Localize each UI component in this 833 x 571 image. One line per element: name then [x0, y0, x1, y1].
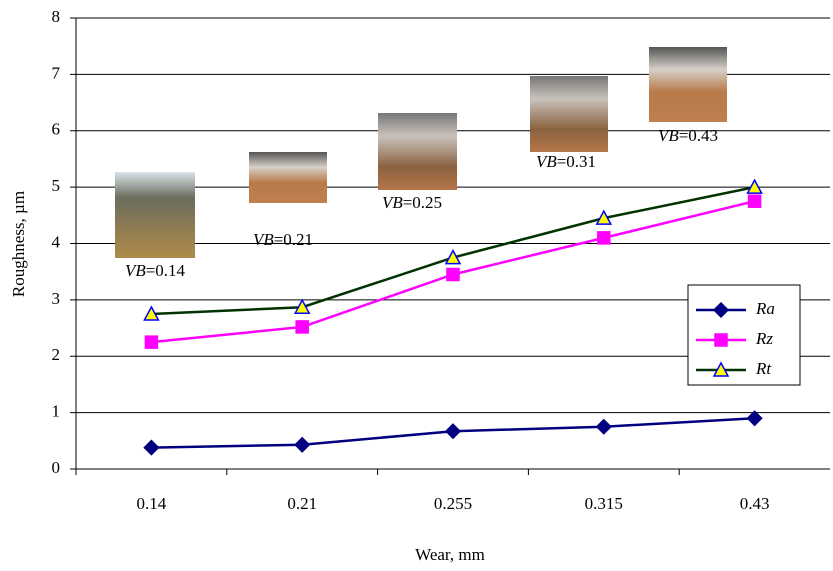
chart: 0 1 2 3 4 5 6 7 8 0.14 0.21 0.255 0.315 0.43 Wear, mm… — [0, 0, 833, 571]
y-tick-label: 5 — [52, 176, 61, 195]
x-tick-label: 0.315 — [585, 494, 623, 513]
y-tick-label: 1 — [52, 402, 61, 421]
marker — [715, 334, 727, 346]
annotation-text: =0.21 — [274, 230, 313, 249]
y-tick-label: 7 — [52, 63, 61, 82]
y-tick-label: 8 — [52, 7, 61, 26]
y-tick-label: 4 — [52, 232, 61, 251]
y-axis-title: Roughness, µm — [9, 191, 28, 297]
annotation-var: VB — [536, 152, 557, 171]
inset-image — [378, 113, 457, 190]
annotation-var: VB — [382, 193, 403, 212]
inset-image — [649, 47, 727, 122]
legend-label: Rz — [755, 329, 773, 348]
x-tick-label: 0.14 — [137, 494, 167, 513]
inset-image — [115, 172, 195, 258]
marker — [296, 321, 308, 333]
annotation-var: VB — [658, 126, 679, 145]
marker — [597, 420, 611, 434]
legend-label: Rt — [755, 359, 772, 378]
annotation-text: =0.25 — [403, 193, 442, 212]
marker — [447, 269, 459, 281]
annotation-var: VB — [253, 230, 274, 249]
annotation-text: =0.43 — [679, 126, 718, 145]
y-tick-label: 6 — [52, 120, 61, 139]
x-tick-label: 0.21 — [287, 494, 317, 513]
annotation: VB=0.31 — [536, 152, 596, 171]
legend-label: Ra — [755, 299, 775, 318]
y-tick-label: 0 — [52, 458, 61, 477]
annotation: VB=0.25 — [382, 193, 442, 212]
x-tick-label: 0.43 — [740, 494, 770, 513]
annotation: VB=0.43 — [658, 126, 718, 145]
annotation: VB=0.14 — [125, 261, 186, 280]
annotation-var: VB — [125, 261, 146, 280]
marker — [295, 438, 309, 452]
annotation: VB=0.21 — [253, 230, 313, 249]
marker — [145, 336, 157, 348]
x-axis-title: Wear, mm — [415, 545, 485, 564]
annotation-text: =0.31 — [557, 152, 596, 171]
legend: Ra Rz Rt — [688, 285, 800, 385]
y-tick-label: 3 — [52, 289, 61, 308]
marker — [446, 424, 460, 438]
marker — [598, 232, 610, 244]
y-tick-label: 2 — [52, 345, 61, 364]
inset-image — [249, 152, 327, 203]
marker — [749, 195, 761, 207]
annotation-text: =0.14 — [146, 261, 186, 280]
inset-images — [115, 47, 727, 258]
marker — [748, 411, 762, 425]
marker — [144, 441, 158, 455]
x-tick-label: 0.255 — [434, 494, 472, 513]
inset-image — [530, 76, 608, 152]
